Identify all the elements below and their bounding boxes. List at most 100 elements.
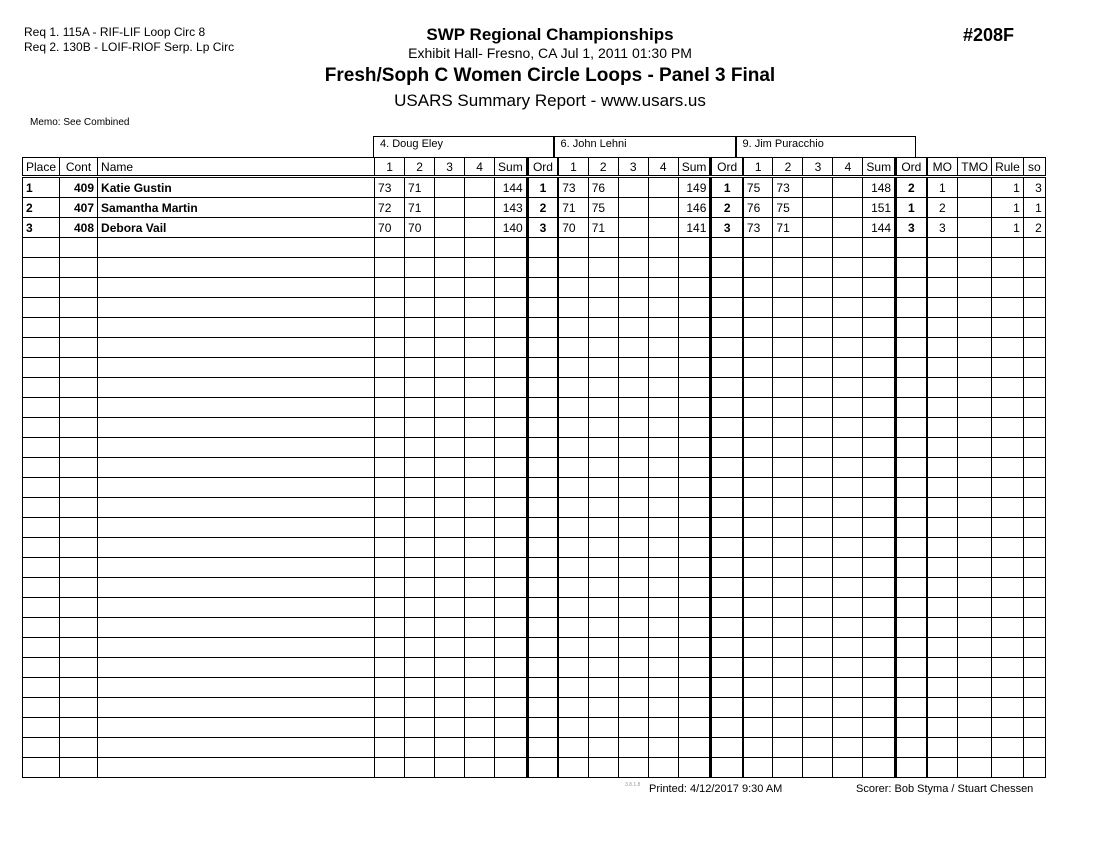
cont-cell xyxy=(59,277,99,298)
score-cell xyxy=(587,357,619,378)
score-cell xyxy=(647,337,679,358)
ord-cell xyxy=(894,337,928,358)
requirement-1: Req 1. 115A - RIF-LIF Loop Circ 8 xyxy=(24,25,206,39)
name-cell xyxy=(97,377,376,398)
score-cell xyxy=(617,717,649,738)
ord-cell xyxy=(894,537,928,558)
table-row xyxy=(21,397,1046,418)
column-header: Rule xyxy=(991,157,1024,178)
score-cell xyxy=(802,517,834,538)
sum-cell: 149 xyxy=(677,176,712,198)
mo-cell: 2 xyxy=(925,197,959,218)
score-cell xyxy=(404,657,436,678)
score-cell xyxy=(374,437,406,458)
score-cell xyxy=(832,697,864,718)
rule-cell xyxy=(991,657,1024,678)
score-cell xyxy=(832,357,864,378)
cont-cell xyxy=(59,737,99,758)
score-cell xyxy=(404,337,436,358)
sum-cell xyxy=(494,317,528,338)
results-table: Place Cont Name 1 2 3 4 Sum Ord 1 2 3 4 Sum Ord 1 2 3 4 Sum… xyxy=(21,157,1046,778)
score-cell xyxy=(832,397,864,418)
scorer: Scorer: Bob Styma / Stuart Chessen xyxy=(856,783,1034,795)
score-cell xyxy=(832,557,864,578)
score-cell xyxy=(802,397,834,418)
cont-cell xyxy=(59,557,99,578)
table-row: 2 407 Samantha Martin 72 71 143 2 71 75 146 2 76 75 1… xyxy=(21,197,1046,218)
table-row xyxy=(21,557,1046,578)
ord-cell: 1 xyxy=(525,176,559,198)
score-cell xyxy=(741,457,774,478)
score-cell xyxy=(772,437,804,458)
sum-cell xyxy=(494,417,528,438)
so-cell xyxy=(1022,337,1046,358)
ord-cell xyxy=(709,657,744,678)
rule-cell: 1 xyxy=(991,217,1024,238)
score-cell xyxy=(832,176,864,198)
table-row xyxy=(21,277,1046,298)
rule-cell xyxy=(991,757,1024,778)
mo-cell xyxy=(925,737,959,758)
score-cell xyxy=(647,437,679,458)
score-cell xyxy=(832,517,864,538)
score-cell xyxy=(772,637,804,658)
column-header: 2 xyxy=(404,157,436,178)
so-cell xyxy=(1022,437,1046,458)
score-cell: 75 xyxy=(772,197,804,218)
column-header: 1 xyxy=(374,157,406,178)
name-cell xyxy=(97,317,376,338)
name-cell: Samantha Martin xyxy=(97,197,376,218)
score-cell xyxy=(434,237,466,258)
name-cell xyxy=(97,577,376,598)
so-cell xyxy=(1022,537,1046,558)
sum-cell xyxy=(862,497,897,518)
score-cell xyxy=(557,517,589,538)
rule-cell xyxy=(991,577,1024,598)
sum-cell xyxy=(862,677,897,698)
score-cell xyxy=(617,597,649,618)
ord-cell xyxy=(525,377,559,398)
place-cell xyxy=(21,457,61,478)
cont-cell: 409 xyxy=(59,176,99,198)
place-cell xyxy=(21,497,61,518)
score-cell xyxy=(434,477,466,498)
sum-cell: 140 xyxy=(494,217,528,238)
cont-cell xyxy=(59,357,99,378)
so-cell: 1 xyxy=(1022,197,1046,218)
table-row xyxy=(21,337,1046,358)
mo-cell xyxy=(925,437,959,458)
score-cell xyxy=(587,677,619,698)
sum-cell xyxy=(862,437,897,458)
mo-cell xyxy=(925,337,959,358)
score-cell xyxy=(802,317,834,338)
ord-cell xyxy=(525,417,559,438)
ord-cell xyxy=(709,597,744,618)
sum-cell xyxy=(862,297,897,318)
tmo-cell xyxy=(957,677,993,698)
sum-cell xyxy=(677,317,712,338)
score-cell xyxy=(647,497,679,518)
cont-cell xyxy=(59,517,99,538)
score-cell xyxy=(374,357,406,378)
sum-cell xyxy=(677,377,712,398)
sum-cell xyxy=(494,517,528,538)
score-cell xyxy=(647,357,679,378)
sum-cell xyxy=(494,257,528,278)
cont-cell xyxy=(59,477,99,498)
score-cell xyxy=(741,437,774,458)
place-cell: 2 xyxy=(21,197,61,218)
tmo-cell xyxy=(957,457,993,478)
rule-cell xyxy=(991,617,1024,638)
mo-cell xyxy=(925,657,959,678)
place-cell xyxy=(21,537,61,558)
score-cell xyxy=(832,717,864,738)
sum-cell xyxy=(862,317,897,338)
ord-cell xyxy=(709,257,744,278)
score-cell xyxy=(802,617,834,638)
score-cell xyxy=(464,637,496,658)
score-cell xyxy=(557,657,589,678)
score-cell xyxy=(464,357,496,378)
cont-cell: 408 xyxy=(59,217,99,238)
score-cell xyxy=(772,677,804,698)
sum-cell xyxy=(862,237,897,258)
